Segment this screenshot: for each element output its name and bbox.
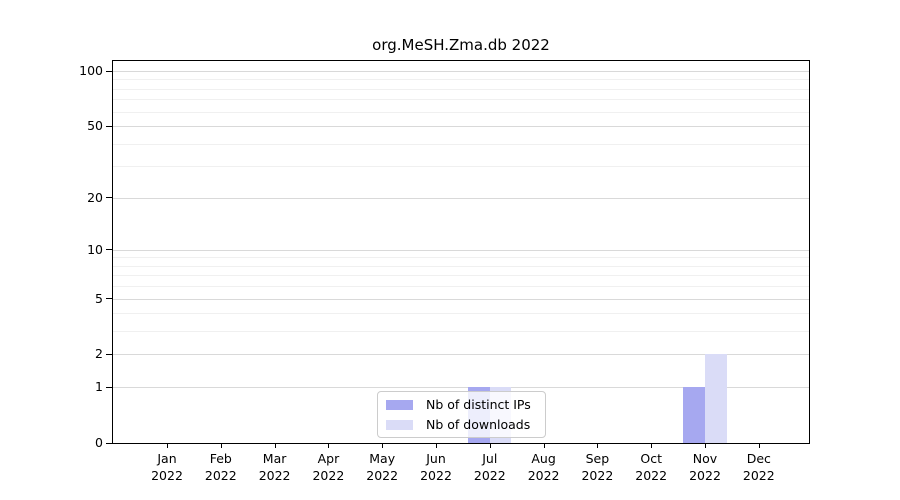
x-tick-month: Sep	[585, 451, 610, 466]
minor-gridline	[113, 79, 809, 81]
x-tick-month: Jan	[157, 451, 177, 466]
x-tick-month: Jun	[426, 451, 446, 466]
x-tick-mark	[543, 443, 545, 448]
x-tick-month: Oct	[640, 451, 662, 466]
x-tick-year: 2022	[151, 467, 183, 483]
y-tick-mark	[106, 353, 112, 355]
x-tick-label: Aug 2022	[512, 451, 576, 484]
major-gridline	[113, 197, 809, 199]
minor-gridline	[113, 313, 809, 315]
y-tick-label: 0	[95, 435, 103, 450]
x-tick-mark	[220, 443, 222, 448]
x-tick-label: Sep 2022	[565, 451, 629, 484]
x-tick-month: Dec	[746, 451, 771, 466]
y-tick-label: 10	[87, 241, 103, 257]
x-tick-month: Mar	[262, 451, 287, 466]
x-tick-label: Feb 2022	[189, 451, 253, 484]
x-tick-month: Feb	[209, 451, 232, 466]
x-tick-mark	[382, 443, 384, 448]
y-tick-mark	[106, 197, 112, 199]
legend: Nb of distinct IPs Nb of downloads	[377, 391, 546, 438]
minor-gridline	[113, 143, 809, 145]
major-gridline	[113, 298, 809, 300]
legend-item-distinct-ips: Nb of distinct IPs	[386, 397, 545, 412]
minor-gridline	[113, 99, 809, 101]
x-tick-year: 2022	[742, 467, 775, 483]
major-gridline	[113, 387, 809, 389]
legend-swatch-distinct-ips-icon	[386, 399, 413, 410]
y-tick-mark	[106, 249, 112, 251]
x-tick-year: 2022	[473, 467, 506, 483]
x-tick-year: 2022	[635, 467, 668, 483]
y-tick-label: 2	[95, 346, 103, 362]
y-tick-label: 1	[95, 379, 103, 395]
y-tick-mark	[106, 70, 112, 72]
y-tick-mark	[106, 386, 112, 388]
x-tick-mark	[705, 443, 706, 448]
legend-label-distinct-ips: Nb of distinct IPs	[426, 397, 531, 412]
y-tick-label: 50	[87, 118, 103, 134]
x-tick-mark	[328, 443, 330, 448]
x-tick-month: Jul	[482, 451, 498, 466]
x-tick-year: 2022	[689, 467, 721, 483]
minor-gridline	[113, 111, 809, 113]
bar	[705, 354, 727, 443]
chart-title: org.MeSH.Zma.db 2022	[372, 36, 550, 54]
x-tick-mark	[436, 443, 437, 448]
minor-gridline	[113, 88, 809, 90]
x-tick-label: Jun 2022	[404, 451, 468, 484]
x-tick-month: Aug	[531, 451, 556, 466]
x-tick-year: 2022	[366, 467, 399, 483]
major-gridline	[113, 71, 809, 72]
x-tick-month: May	[369, 451, 396, 466]
legend-swatch-downloads-icon	[386, 419, 413, 430]
x-tick-mark	[597, 443, 599, 448]
x-tick-mark	[758, 443, 760, 448]
x-tick-label: Oct 2022	[619, 451, 683, 484]
y-tick-label: 20	[87, 189, 103, 205]
minor-gridline	[113, 166, 809, 168]
x-tick-mark	[489, 443, 491, 448]
x-tick-year: 2022	[204, 467, 237, 483]
x-tick-mark	[651, 443, 653, 448]
major-gridline	[113, 126, 809, 128]
x-tick-label: Mar 2022	[243, 451, 307, 484]
y-tick-label: 5	[95, 290, 103, 306]
minor-gridline	[113, 257, 809, 259]
x-tick-year: 2022	[312, 467, 345, 483]
x-tick-label: May 2022	[350, 451, 414, 484]
x-tick-year: 2022	[527, 467, 560, 483]
x-tick-year: 2022	[420, 467, 452, 483]
bar	[683, 387, 705, 443]
x-tick-year: 2022	[258, 467, 291, 483]
x-tick-label: Apr 2022	[296, 451, 360, 484]
y-tick-label: 100	[79, 63, 103, 78]
y-tick-mark	[106, 442, 112, 444]
plot-area	[112, 60, 810, 444]
y-tick-mark	[106, 125, 112, 127]
x-tick-label: Jul 2022	[458, 451, 522, 484]
legend-label-downloads: Nb of downloads	[426, 417, 531, 432]
minor-gridline	[113, 265, 809, 267]
minor-gridline	[113, 286, 809, 288]
x-tick-month: Nov	[692, 451, 718, 466]
x-tick-month: Apr	[317, 451, 340, 466]
x-tick-label: Dec 2022	[727, 451, 791, 484]
x-tick-label: Jan 2022	[135, 451, 199, 484]
x-tick-year: 2022	[581, 467, 614, 483]
x-tick-label: Nov 2022	[673, 451, 737, 484]
x-tick-mark	[274, 443, 276, 448]
major-gridline	[113, 354, 809, 356]
y-tick-mark	[106, 298, 112, 300]
x-tick-mark	[167, 443, 168, 448]
major-gridline	[113, 249, 809, 251]
legend-item-downloads: Nb of downloads	[386, 417, 545, 432]
minor-gridline	[113, 275, 809, 277]
minor-gridline	[113, 331, 809, 333]
